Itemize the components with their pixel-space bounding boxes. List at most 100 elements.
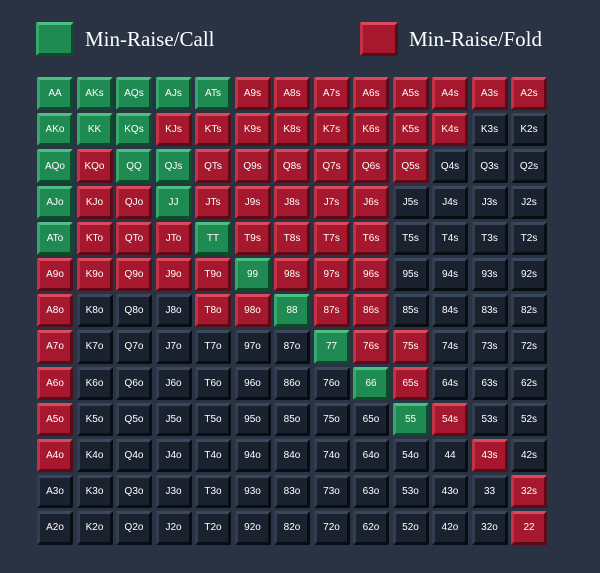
hand-cell-q7o[interactable]: Q7o — [116, 330, 152, 364]
hand-cell-96s[interactable]: 96s — [353, 257, 389, 292]
hand-cell-q4s[interactable]: Q4s — [432, 149, 468, 183]
hand-cell-a8s[interactable]: A8s — [274, 77, 310, 111]
hand-cell-t2s[interactable]: T2s — [511, 221, 547, 256]
hand-cell-j7o[interactable]: J7o — [155, 330, 192, 364]
hand-cell-32o[interactable]: 32o — [471, 511, 508, 545]
hand-cell-42s[interactable]: 42s — [511, 438, 547, 473]
hand-cell-j5o[interactable]: J5o — [155, 402, 192, 436]
hand-cell-97o[interactable]: 97o — [234, 330, 271, 364]
hand-cell-t6o[interactable]: T6o — [195, 366, 231, 400]
hand-cell-j2o[interactable]: J2o — [155, 511, 192, 545]
hand-cell-jj[interactable]: JJ — [155, 185, 192, 219]
hand-cell-85o[interactable]: 85o — [274, 402, 310, 436]
hand-cell-72s[interactable]: 72s — [511, 330, 547, 364]
hand-cell-95o[interactable]: 95o — [234, 402, 271, 436]
hand-cell-a9s[interactable]: A9s — [234, 77, 271, 111]
hand-cell-73s[interactable]: 73s — [471, 330, 508, 364]
hand-cell-j2s[interactable]: J2s — [511, 185, 547, 219]
hand-cell-tt[interactable]: TT — [195, 221, 231, 256]
hand-cell-43o[interactable]: 43o — [432, 475, 468, 509]
hand-cell-98o[interactable]: 98o — [234, 294, 271, 328]
hand-cell-86s[interactable]: 86s — [353, 294, 389, 328]
hand-cell-63s[interactable]: 63s — [471, 366, 508, 400]
hand-cell-q5s[interactable]: Q5s — [392, 149, 429, 183]
hand-cell-t6s[interactable]: T6s — [353, 221, 389, 256]
hand-cell-62s[interactable]: 62s — [511, 366, 547, 400]
hand-cell-k7o[interactable]: K7o — [76, 330, 113, 364]
hand-cell-k6s[interactable]: K6s — [353, 113, 389, 147]
hand-cell-k9o[interactable]: K9o — [76, 257, 113, 292]
hand-cell-t9o[interactable]: T9o — [195, 257, 231, 292]
hand-cell-96o[interactable]: 96o — [234, 366, 271, 400]
hand-cell-87o[interactable]: 87o — [274, 330, 310, 364]
hand-cell-a7s[interactable]: A7s — [313, 77, 350, 111]
hand-cell-t3s[interactable]: T3s — [471, 221, 508, 256]
hand-cell-j9o[interactable]: J9o — [155, 257, 192, 292]
hand-cell-52o[interactable]: 52o — [392, 511, 429, 545]
hand-cell-j6o[interactable]: J6o — [155, 366, 192, 400]
hand-cell-j4o[interactable]: J4o — [155, 438, 192, 473]
hand-cell-ato[interactable]: ATo — [37, 221, 73, 256]
hand-cell-kto[interactable]: KTo — [76, 221, 113, 256]
hand-cell-93o[interactable]: 93o — [234, 475, 271, 509]
hand-cell-q9o[interactable]: Q9o — [116, 257, 152, 292]
hand-cell-84s[interactable]: 84s — [432, 294, 468, 328]
hand-cell-k7s[interactable]: K7s — [313, 113, 350, 147]
hand-cell-t5o[interactable]: T5o — [195, 402, 231, 436]
hand-cell-73o[interactable]: 73o — [313, 475, 350, 509]
hand-cell-j7s[interactable]: J7s — [313, 185, 350, 219]
hand-cell-98s[interactable]: 98s — [274, 257, 310, 292]
hand-cell-jto[interactable]: JTo — [155, 221, 192, 256]
hand-cell-qq[interactable]: QQ — [116, 149, 152, 183]
hand-cell-j3s[interactable]: J3s — [471, 185, 508, 219]
hand-cell-82s[interactable]: 82s — [511, 294, 547, 328]
hand-cell-qjo[interactable]: QJo — [116, 185, 152, 219]
hand-cell-qjs[interactable]: QJs — [155, 149, 192, 183]
hand-cell-83s[interactable]: 83s — [471, 294, 508, 328]
hand-cell-k3o[interactable]: K3o — [76, 475, 113, 509]
hand-cell-a2o[interactable]: A2o — [37, 511, 73, 545]
hand-cell-99[interactable]: 99 — [234, 257, 271, 292]
hand-cell-94o[interactable]: 94o — [234, 438, 271, 473]
hand-cell-kk[interactable]: KK — [76, 113, 113, 147]
hand-cell-t7s[interactable]: T7s — [313, 221, 350, 256]
hand-cell-76o[interactable]: 76o — [313, 366, 350, 400]
hand-cell-85s[interactable]: 85s — [392, 294, 429, 328]
hand-cell-q4o[interactable]: Q4o — [116, 438, 152, 473]
hand-cell-52s[interactable]: 52s — [511, 402, 547, 436]
hand-cell-a2s[interactable]: A2s — [511, 77, 547, 111]
hand-cell-kqo[interactable]: KQo — [76, 149, 113, 183]
hand-cell-k9s[interactable]: K9s — [234, 113, 271, 147]
hand-cell-qto[interactable]: QTo — [116, 221, 152, 256]
hand-cell-53s[interactable]: 53s — [471, 402, 508, 436]
hand-cell-88[interactable]: 88 — [274, 294, 310, 328]
hand-cell-k4s[interactable]: K4s — [432, 113, 468, 147]
hand-cell-k8o[interactable]: K8o — [76, 294, 113, 328]
hand-cell-t2o[interactable]: T2o — [195, 511, 231, 545]
hand-cell-44[interactable]: 44 — [432, 438, 468, 473]
hand-cell-32s[interactable]: 32s — [511, 475, 547, 509]
hand-cell-t5s[interactable]: T5s — [392, 221, 429, 256]
hand-cell-a3o[interactable]: A3o — [37, 475, 73, 509]
hand-cell-65s[interactable]: 65s — [392, 366, 429, 400]
hand-cell-k5o[interactable]: K5o — [76, 402, 113, 436]
hand-cell-74s[interactable]: 74s — [432, 330, 468, 364]
hand-cell-ajs[interactable]: AJs — [155, 77, 192, 111]
hand-cell-j3o[interactable]: J3o — [155, 475, 192, 509]
hand-cell-k2s[interactable]: K2s — [511, 113, 547, 147]
hand-cell-ako[interactable]: AKo — [37, 113, 73, 147]
hand-cell-t7o[interactable]: T7o — [195, 330, 231, 364]
hand-cell-k8s[interactable]: K8s — [274, 113, 310, 147]
hand-cell-54o[interactable]: 54o — [392, 438, 429, 473]
hand-cell-kjo[interactable]: KJo — [76, 185, 113, 219]
hand-cell-a6s[interactable]: A6s — [353, 77, 389, 111]
hand-cell-q3o[interactable]: Q3o — [116, 475, 152, 509]
hand-cell-a6o[interactable]: A6o — [37, 366, 73, 400]
hand-cell-aqo[interactable]: AQo — [37, 149, 73, 183]
hand-cell-83o[interactable]: 83o — [274, 475, 310, 509]
hand-cell-q6o[interactable]: Q6o — [116, 366, 152, 400]
hand-cell-43s[interactable]: 43s — [471, 438, 508, 473]
hand-cell-72o[interactable]: 72o — [313, 511, 350, 545]
hand-cell-92s[interactable]: 92s — [511, 257, 547, 292]
hand-cell-ajo[interactable]: AJo — [37, 185, 73, 219]
